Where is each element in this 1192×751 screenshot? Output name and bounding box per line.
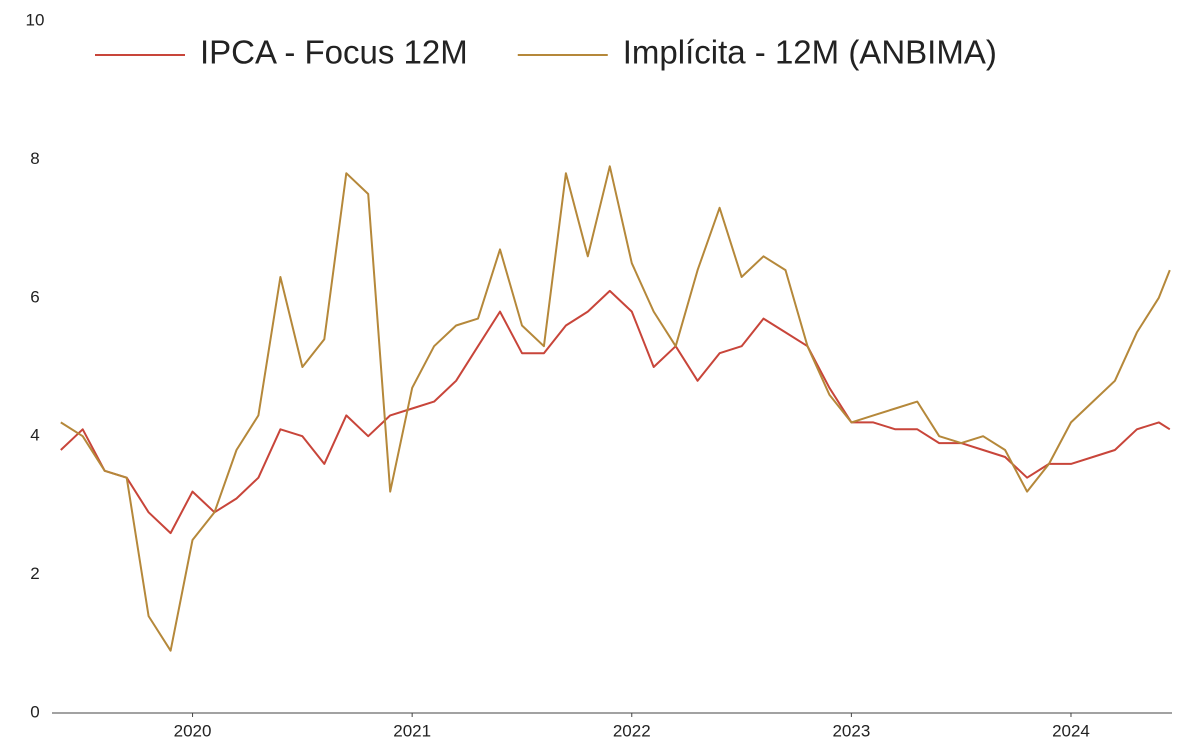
- y-tick-label: 10: [26, 10, 45, 29]
- series-line: [60, 165, 1171, 652]
- legend-label: IPCA - Focus 12M: [200, 34, 468, 71]
- y-tick-label: 4: [30, 426, 39, 445]
- x-tick-label: 2024: [1052, 721, 1090, 740]
- x-tick-label: 2021: [393, 721, 431, 740]
- y-tick-label: 6: [30, 287, 39, 306]
- x-tick-label: 2023: [832, 721, 870, 740]
- y-tick-label: 2: [30, 564, 39, 583]
- y-tick-label: 0: [30, 702, 39, 721]
- x-tick-label: 2022: [613, 721, 651, 740]
- x-tick-label: 2020: [174, 721, 212, 740]
- legend-label: Implícita - 12M (ANBIMA): [623, 34, 997, 71]
- series-line: [60, 289, 1171, 535]
- y-tick-label: 8: [30, 149, 39, 168]
